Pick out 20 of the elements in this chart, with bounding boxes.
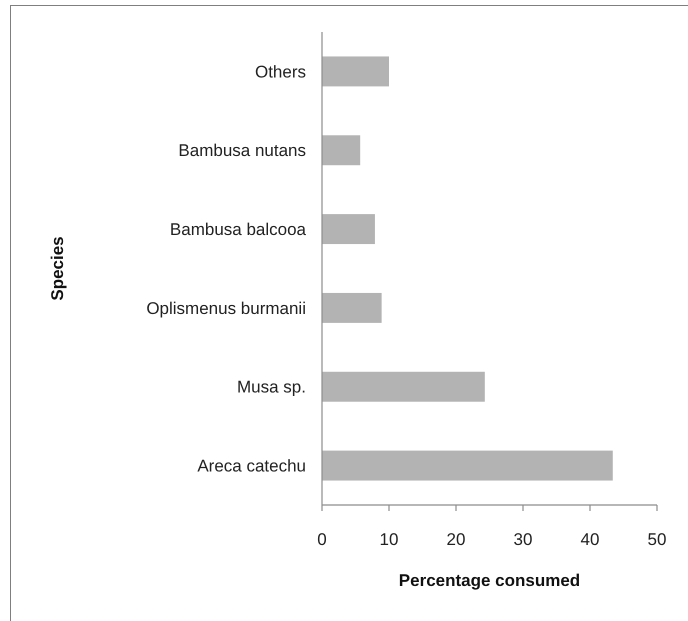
x-tick-label: 10: [380, 530, 398, 549]
y-tick-label: Musa sp.: [237, 378, 306, 397]
y-tick-label: Areca catechu: [197, 456, 306, 476]
x-tick-label: 30: [514, 530, 532, 549]
y-axis-title: Species: [48, 236, 67, 301]
bar: [322, 214, 375, 244]
y-tick-label: Bambusa nutans: [178, 141, 306, 160]
x-tick-label: 0: [317, 530, 327, 549]
x-axis-title: Percentage consumed: [398, 571, 580, 590]
bar: [322, 372, 485, 402]
bar: [322, 450, 613, 481]
x-tick-label: 40: [580, 530, 600, 549]
y-tick-label: Oplismenus burmanii: [146, 298, 306, 318]
x-tick-label: 20: [446, 530, 466, 549]
bar: [322, 56, 389, 86]
bar: [322, 292, 382, 323]
y-tick-label: Others: [254, 62, 306, 82]
y-tick-label: Bambusa balcooa: [170, 220, 307, 240]
x-tick-label: 50: [648, 530, 666, 549]
bar: [322, 135, 360, 166]
